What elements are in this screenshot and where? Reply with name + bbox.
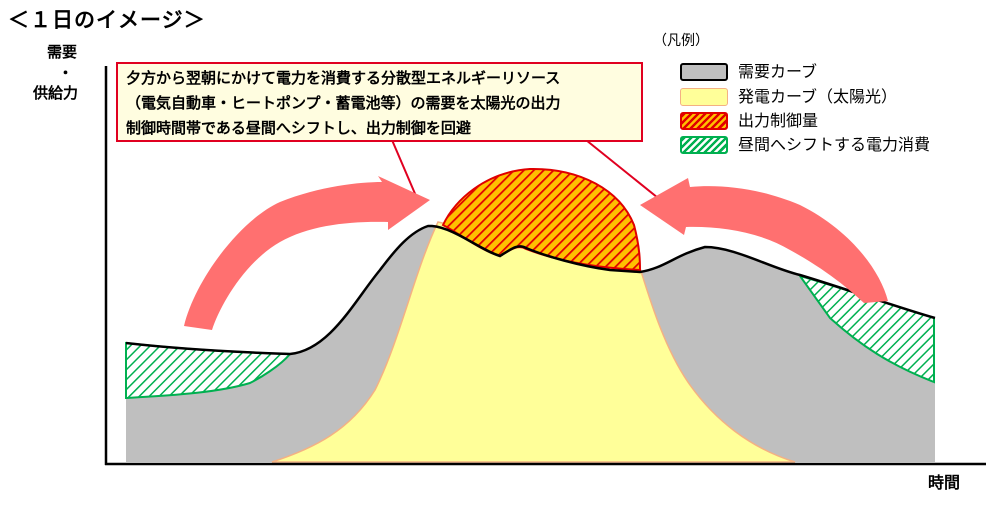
explanation-callout: 夕方から翌朝にかけて電力を消費する分散型エネルギーリソース （電気自動車・ヒート… xyxy=(116,62,643,142)
shift-arrow-left xyxy=(184,176,430,330)
y-axis-label-line-3: 供給力 xyxy=(33,84,79,102)
page-title: ＜１日のイメージ＞ xyxy=(8,8,206,32)
callout-pointer-right xyxy=(585,139,669,207)
y-axis-label-line-1: 需要 xyxy=(47,43,78,61)
callout-line-2: （電気自動車・ヒートポンプ・蓄電池等）の需要を太陽光の出力 xyxy=(126,94,561,112)
legend-label-curtailment: 出力制御量 xyxy=(738,111,819,130)
callout-line-3: 制御時間帯である昼間へシフトし、出力制御を回避 xyxy=(126,119,471,137)
legend-label-shift: 昼間へシフトする電力消費 xyxy=(738,135,931,154)
y-axis-label-line-2: ・ xyxy=(58,64,74,82)
legend-title: （凡例） xyxy=(653,33,709,49)
legend-swatch-curtailment xyxy=(680,112,728,130)
callout-pointer-left xyxy=(391,139,417,197)
shift-arrow-right xyxy=(640,178,888,303)
legend-swatch-shift xyxy=(680,136,728,154)
legend-swatch-demand xyxy=(680,63,728,81)
solar-generation-area xyxy=(271,221,796,463)
legend-label-solar: 発電カーブ（太陽光） xyxy=(738,87,898,106)
demand-curve xyxy=(125,224,936,356)
callout-line-1: 夕方から翌朝にかけて電力を消費する分散型エネルギーリソース xyxy=(126,69,561,87)
x-axis-label: 時間 xyxy=(928,473,961,492)
legend-label-demand: 需要カーブ xyxy=(738,62,818,81)
legend-swatch-solar xyxy=(680,88,728,106)
